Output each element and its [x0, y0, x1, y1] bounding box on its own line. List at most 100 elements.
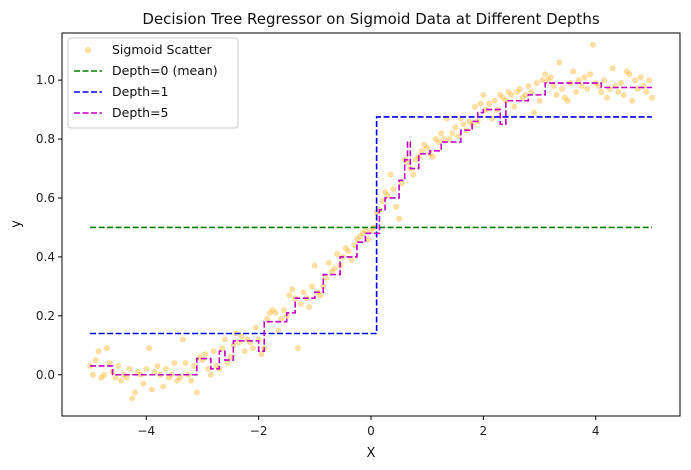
scatter-point: [432, 136, 439, 142]
scatter-point: [393, 203, 400, 210]
scatter-point: [626, 71, 633, 78]
scatter-point: [359, 230, 366, 237]
scatter-point: [452, 124, 459, 131]
scatter-point: [90, 371, 96, 378]
scatter-point: [514, 89, 520, 95]
scatter-point: [519, 94, 526, 101]
scatter-point: [115, 363, 122, 369]
scatter-point: [429, 153, 436, 160]
scatter-point: [480, 91, 487, 98]
scatter-point: [311, 262, 318, 269]
scatter-point: [598, 89, 605, 95]
scatter-point: [382, 189, 388, 195]
scatter-point: [351, 242, 358, 249]
scatter-point: [219, 345, 226, 352]
scatter-point: [472, 103, 478, 110]
scatter-point: [564, 97, 571, 104]
scatter-point: [620, 91, 627, 98]
scatter-point: [435, 139, 442, 145]
y-tick-label: 0.0: [36, 368, 55, 382]
scatter-point: [177, 374, 183, 381]
scatter-point: [269, 307, 276, 313]
scatter-point: [629, 97, 636, 104]
scatter-point: [590, 41, 596, 48]
scatter-point: [354, 236, 360, 243]
scatter-point: [365, 236, 372, 243]
scatter-point: [545, 77, 551, 84]
y-tick-label: 0.8: [36, 132, 55, 146]
scatter-point: [632, 77, 638, 84]
scatter-point: [547, 74, 554, 81]
scatter-point: [531, 109, 537, 116]
scatter-point: [573, 89, 579, 95]
scatter-point: [334, 251, 341, 257]
scatter-point: [148, 386, 155, 393]
scatter-point: [98, 374, 105, 381]
scatter-point: [390, 186, 397, 193]
scatter-point: [266, 309, 273, 316]
scatter-point: [637, 74, 644, 81]
scatter-point: [272, 309, 279, 316]
x-axis-label: X: [367, 446, 376, 461]
scatter-point: [205, 365, 211, 372]
scatter-point: [643, 89, 650, 95]
scatter-point: [202, 351, 209, 358]
scatter-point: [281, 307, 287, 313]
scatter-point: [438, 130, 445, 137]
scatter-point: [649, 94, 655, 101]
scatter-point: [241, 348, 248, 355]
scatter-point: [398, 180, 405, 187]
chart-title: Decision Tree Regressor on Sigmoid Data …: [142, 10, 599, 28]
scatter-point: [143, 365, 150, 372]
scatter-point: [522, 91, 529, 98]
x-tick-label: 4: [592, 424, 600, 438]
scatter-point: [146, 345, 152, 352]
scatter-point: [466, 118, 473, 125]
scatter-point: [210, 348, 217, 355]
scatter-point: [295, 345, 301, 352]
y-axis: 0.0 0.2 0.4 0.6 0.8 1.0: [36, 73, 62, 382]
scatter-point: [101, 371, 108, 378]
scatter-point: [379, 198, 386, 204]
scatter-point: [323, 274, 329, 281]
scatter-point: [278, 315, 285, 322]
scatter-point: [106, 360, 113, 366]
scatter-point: [222, 336, 228, 343]
series-line-2: [90, 82, 652, 376]
scatter-point: [615, 89, 622, 95]
scatter-point: [123, 374, 130, 381]
scatter-point: [618, 80, 624, 86]
scatter-point: [604, 94, 610, 101]
scatter-point: [154, 363, 161, 369]
scatter-point: [297, 301, 304, 307]
y-axis-label: y: [9, 220, 24, 228]
scatter-point: [160, 383, 167, 390]
scatter-point: [556, 59, 563, 66]
scatter-point: [342, 245, 349, 251]
scatter-point: [497, 91, 504, 98]
scatter-point: [104, 345, 110, 352]
legend-label: Sigmoid Scatter: [112, 42, 213, 57]
scatter-point: [207, 371, 214, 378]
scatter-point: [505, 89, 512, 95]
scatter-point: [193, 389, 200, 396]
scatter-point: [286, 292, 293, 299]
scatter-point: [508, 91, 515, 98]
scatter-point: [575, 77, 582, 84]
scatter-point: [348, 256, 355, 263]
scatter-point: [550, 83, 557, 89]
scatter-point: [441, 136, 447, 142]
scatter-point: [455, 133, 461, 140]
series-line-1: [90, 116, 652, 335]
scatter-point: [151, 368, 158, 375]
scatter-point: [356, 233, 363, 240]
legend-label: Depth=5: [112, 105, 169, 120]
scatter-point: [163, 365, 169, 372]
scatter-point: [601, 77, 608, 84]
scatter-point: [227, 354, 234, 360]
scatter-point: [238, 333, 245, 340]
scatter-point: [609, 65, 616, 72]
scatter-point: [191, 363, 197, 369]
scatter-point: [410, 171, 417, 178]
